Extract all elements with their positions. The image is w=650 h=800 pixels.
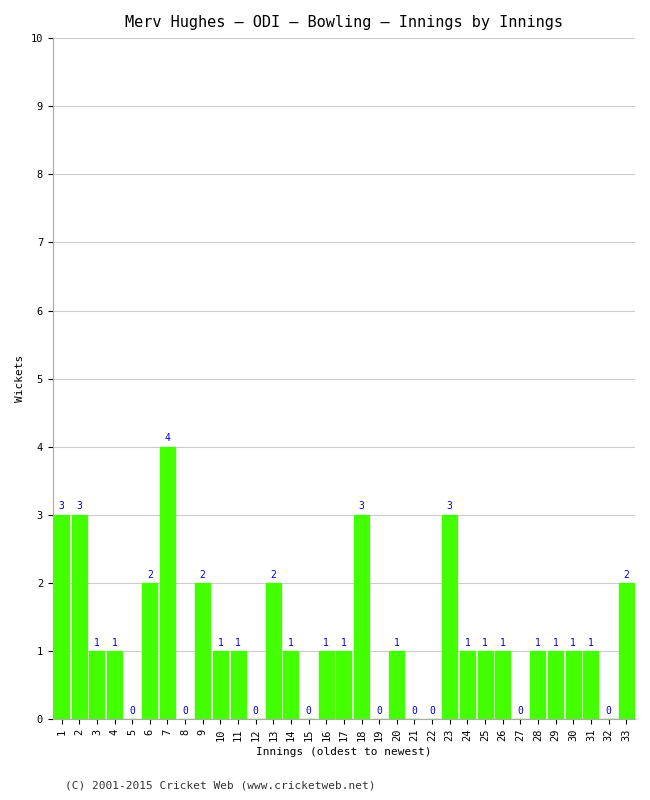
- Text: 0: 0: [517, 706, 523, 716]
- Text: 1: 1: [500, 638, 506, 648]
- Text: 0: 0: [429, 706, 435, 716]
- Title: Merv Hughes – ODI – Bowling – Innings by Innings: Merv Hughes – ODI – Bowling – Innings by…: [125, 15, 563, 30]
- X-axis label: Innings (oldest to newest): Innings (oldest to newest): [256, 747, 432, 757]
- Text: 1: 1: [94, 638, 100, 648]
- Text: 1: 1: [112, 638, 118, 648]
- Bar: [619, 583, 634, 719]
- Text: (C) 2001-2015 Cricket Web (www.cricketweb.net): (C) 2001-2015 Cricket Web (www.cricketwe…: [65, 781, 376, 790]
- Bar: [442, 515, 457, 719]
- Bar: [566, 651, 580, 719]
- Text: 0: 0: [306, 706, 311, 716]
- Text: 1: 1: [218, 638, 224, 648]
- Bar: [283, 651, 298, 719]
- Text: 3: 3: [447, 502, 452, 511]
- Text: 0: 0: [411, 706, 417, 716]
- Bar: [460, 651, 475, 719]
- Bar: [266, 583, 281, 719]
- Text: 4: 4: [164, 434, 170, 443]
- Text: 1: 1: [465, 638, 471, 648]
- Text: 1: 1: [588, 638, 594, 648]
- Text: 1: 1: [570, 638, 576, 648]
- Bar: [142, 583, 157, 719]
- Bar: [548, 651, 563, 719]
- Text: 1: 1: [288, 638, 294, 648]
- Text: 1: 1: [535, 638, 541, 648]
- Text: 0: 0: [606, 706, 612, 716]
- Text: 2: 2: [200, 570, 205, 579]
- Bar: [318, 651, 333, 719]
- Bar: [495, 651, 510, 719]
- Bar: [231, 651, 246, 719]
- Bar: [90, 651, 105, 719]
- Bar: [584, 651, 599, 719]
- Text: 1: 1: [323, 638, 329, 648]
- Text: 3: 3: [359, 502, 365, 511]
- Text: 1: 1: [235, 638, 241, 648]
- Text: 3: 3: [76, 502, 82, 511]
- Y-axis label: Wickets: Wickets: [15, 355, 25, 402]
- Text: 2: 2: [147, 570, 153, 579]
- Bar: [530, 651, 545, 719]
- Bar: [354, 515, 369, 719]
- Text: 1: 1: [394, 638, 400, 648]
- Text: 0: 0: [182, 706, 188, 716]
- Bar: [195, 583, 210, 719]
- Bar: [389, 651, 404, 719]
- Bar: [72, 515, 86, 719]
- Text: 0: 0: [253, 706, 259, 716]
- Text: 1: 1: [341, 638, 347, 648]
- Bar: [107, 651, 122, 719]
- Text: 2: 2: [623, 570, 629, 579]
- Bar: [213, 651, 228, 719]
- Text: 0: 0: [376, 706, 382, 716]
- Text: 1: 1: [482, 638, 488, 648]
- Bar: [160, 446, 175, 719]
- Bar: [337, 651, 352, 719]
- Text: 3: 3: [58, 502, 64, 511]
- Text: 1: 1: [552, 638, 558, 648]
- Bar: [54, 515, 69, 719]
- Text: 0: 0: [129, 706, 135, 716]
- Bar: [478, 651, 493, 719]
- Text: 2: 2: [270, 570, 276, 579]
